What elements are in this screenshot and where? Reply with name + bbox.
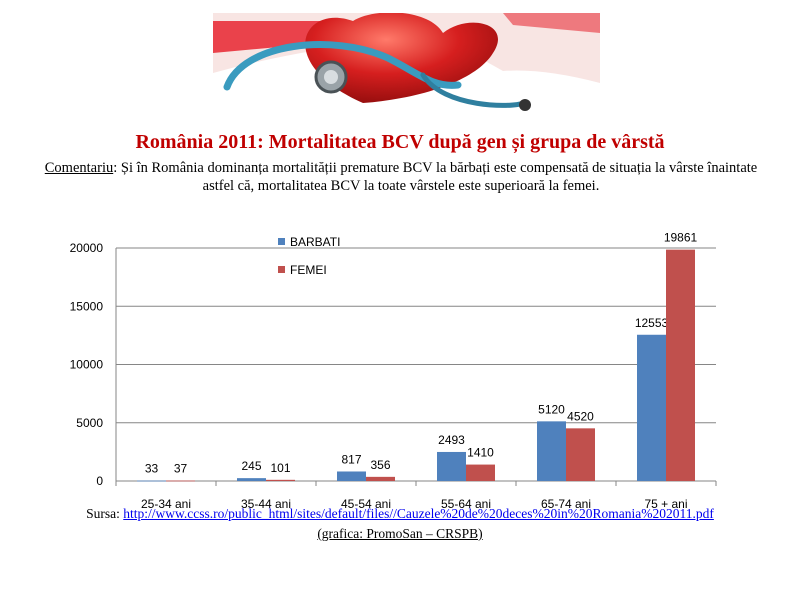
y-tick-label: 15000 — [70, 299, 104, 313]
bar-barbati — [137, 480, 166, 482]
data-label: 4520 — [567, 409, 594, 423]
data-label: 356 — [370, 458, 390, 472]
y-tick-label: 20000 — [70, 241, 104, 255]
bar-femei — [466, 464, 495, 481]
legend-swatch — [278, 238, 285, 245]
data-label: 1410 — [467, 446, 494, 460]
source-line: Sursa: http://www.ccss.ro/public_html/si… — [0, 506, 800, 522]
category-label: 55-64 ani — [441, 497, 491, 508]
data-label: 5120 — [538, 402, 565, 416]
comment-text: : Și în România dominanța mortalității p… — [113, 160, 758, 194]
data-label: 37 — [174, 462, 188, 476]
bar-barbati — [537, 421, 566, 481]
category-label: 65-74 ani — [541, 497, 591, 508]
heart-stethoscope-banner — [213, 13, 600, 117]
bar-femei — [566, 428, 595, 481]
bar-chart: 0 5000 10000 15000 20000 33 37 25-34 ani 245 101 3… — [70, 231, 717, 508]
comment-paragraph: Comentariu: Și în România dominanța mort… — [30, 159, 772, 195]
data-label: 12553 — [635, 316, 669, 330]
comment-label: Comentariu — [44, 160, 114, 176]
bar-femei — [666, 249, 695, 481]
legend-swatch — [278, 266, 285, 273]
bar-femei — [266, 479, 295, 481]
y-tick-label: 5000 — [76, 416, 103, 430]
source-link[interactable]: http://www.ccss.ro/public_html/sites/def… — [123, 506, 714, 521]
bar-barbati — [337, 471, 366, 481]
page-title: România 2011: Mortalitatea BCV după gen … — [135, 131, 665, 153]
bar-barbati — [237, 478, 266, 481]
bar-femei — [166, 480, 195, 482]
data-label: 33 — [145, 462, 159, 476]
data-label: 245 — [241, 459, 261, 473]
category-label: 35-44 ani — [241, 497, 291, 508]
y-tick-label: 0 — [96, 474, 103, 488]
graphic-credit: (grafica: PromoSan – CRSPB) — [317, 526, 483, 541]
category-label: 45-54 ani — [341, 497, 391, 508]
data-label: 101 — [270, 461, 290, 475]
data-label: 817 — [341, 452, 361, 466]
category-label: 75 + ani — [644, 497, 687, 508]
data-label: 19861 — [664, 231, 698, 245]
y-tick-label: 10000 — [70, 358, 104, 372]
bar-femei — [366, 476, 395, 481]
legend-label: FEMEI — [290, 263, 327, 277]
source-label: Sursa: — [86, 506, 120, 521]
data-label: 2493 — [438, 433, 465, 447]
category-label: 25-34 ani — [141, 497, 191, 508]
bar-barbati — [637, 334, 666, 481]
legend-label: BARBATI — [290, 235, 340, 249]
bar-barbati — [437, 451, 466, 481]
